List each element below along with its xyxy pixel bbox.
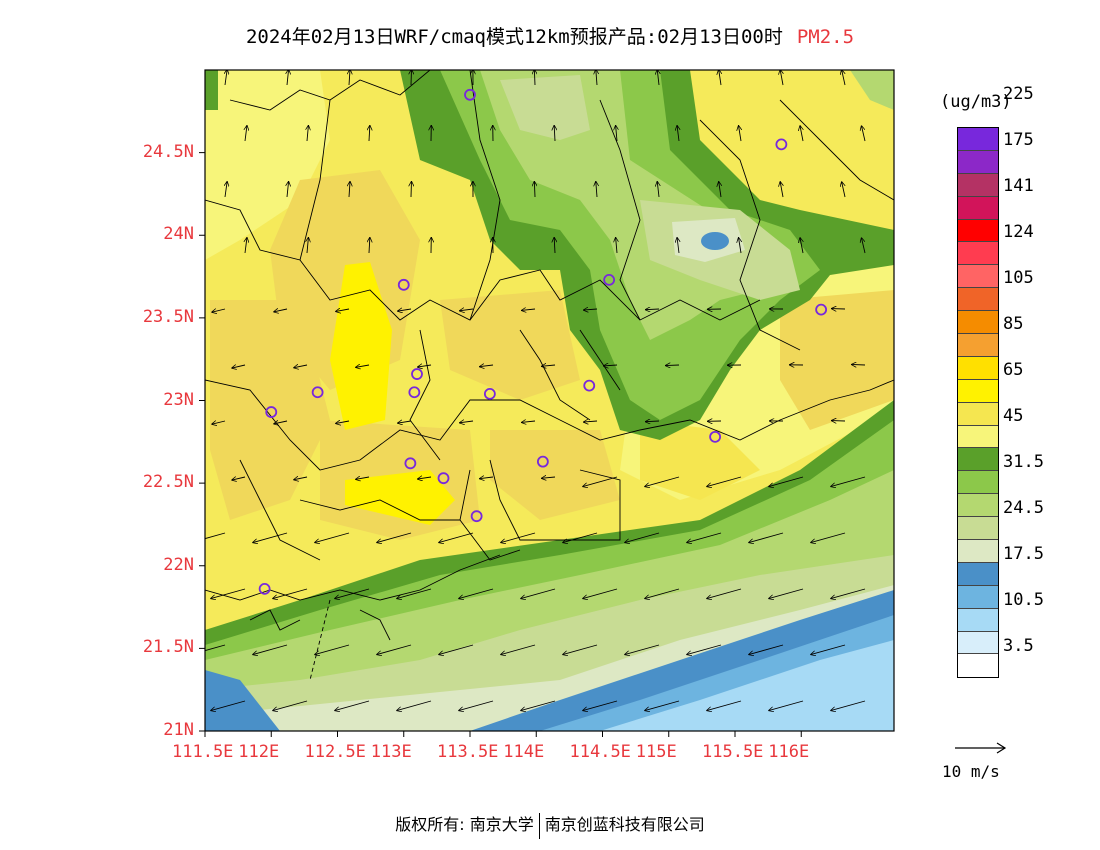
colorbar-swatch bbox=[958, 540, 998, 563]
colorbar-swatch bbox=[958, 448, 998, 471]
copyright-right: 南京创蓝科技有限公司 bbox=[545, 815, 705, 834]
legend-unit: (ug/m3) bbox=[940, 92, 1012, 112]
lat-label: 23N bbox=[104, 390, 194, 410]
wind-arrow bbox=[665, 365, 679, 366]
colorbar-swatch bbox=[958, 609, 998, 632]
colorbar-tick-label: 175 bbox=[1003, 130, 1034, 150]
copyright: 版权所有: 南京大学 南京创蓝科技有限公司 bbox=[0, 811, 1100, 839]
colorbar-tick-label: 31.5 bbox=[1003, 452, 1044, 472]
colorbar-swatch bbox=[958, 197, 998, 220]
colorbar-tick-label: 45 bbox=[1003, 406, 1023, 426]
colorbar-swatch bbox=[958, 242, 998, 265]
lon-label: 116E bbox=[768, 742, 809, 762]
colorbar-swatch bbox=[958, 563, 998, 586]
lon-label: 115E bbox=[636, 742, 677, 762]
colorbar-swatch bbox=[958, 654, 998, 677]
lat-label: 21N bbox=[104, 720, 194, 740]
colorbar-swatch bbox=[958, 632, 998, 655]
colorbar-tick-label: 225 bbox=[1003, 84, 1034, 104]
lon-label: 114E bbox=[503, 742, 544, 762]
wind-arrow bbox=[851, 364, 865, 365]
colorbar-swatch bbox=[958, 311, 998, 334]
colorbar-swatch bbox=[958, 471, 998, 494]
colorbar-swatch bbox=[958, 151, 998, 174]
lon-label: 113E bbox=[371, 742, 412, 762]
colorbar-swatch bbox=[958, 426, 998, 449]
colorbar-tick-label: 10.5 bbox=[1003, 590, 1044, 610]
lon-label: 112E bbox=[238, 742, 279, 762]
concentration-field bbox=[205, 70, 894, 731]
reference-wind-label: 10 m/s bbox=[942, 762, 1000, 781]
colorbar-swatch bbox=[958, 265, 998, 288]
colorbar-swatch bbox=[958, 334, 998, 357]
colorbar-tick-label: 85 bbox=[1003, 314, 1023, 334]
copyright-left: 版权所有: 南京大学 bbox=[395, 815, 533, 834]
lat-label: 22.5N bbox=[104, 472, 194, 492]
colorbar-swatch bbox=[958, 128, 998, 151]
lat-label: 24N bbox=[104, 224, 194, 244]
copyright-divider bbox=[539, 813, 540, 839]
lon-label: 114.5E bbox=[570, 742, 631, 762]
colorbar-swatch bbox=[958, 586, 998, 609]
colorbar bbox=[957, 127, 999, 678]
colorbar-swatch bbox=[958, 380, 998, 403]
lon-label: 111.5E bbox=[172, 742, 233, 762]
lon-label: 112.5E bbox=[305, 742, 366, 762]
colorbar-tick-label: 17.5 bbox=[1003, 544, 1044, 564]
colorbar-swatch bbox=[958, 517, 998, 540]
reference-wind-arrow bbox=[955, 740, 1015, 756]
colorbar-swatch bbox=[958, 403, 998, 426]
colorbar-tick-label: 3.5 bbox=[1003, 636, 1034, 656]
colorbar-tick-label: 65 bbox=[1003, 360, 1023, 380]
lon-label: 113.5E bbox=[437, 742, 498, 762]
colorbar-tick-label: 105 bbox=[1003, 268, 1034, 288]
lat-label: 23.5N bbox=[104, 307, 194, 327]
colorbar-swatch bbox=[958, 357, 998, 380]
colorbar-swatch bbox=[958, 174, 998, 197]
colorbar-swatch bbox=[958, 494, 998, 517]
colorbar-tick-label: 141 bbox=[1003, 176, 1034, 196]
colorbar-tick-label: 24.5 bbox=[1003, 498, 1044, 518]
lat-label: 22N bbox=[104, 555, 194, 575]
lat-label: 21.5N bbox=[104, 637, 194, 657]
colorbar-tick-label: 124 bbox=[1003, 222, 1034, 242]
colorbar-swatch bbox=[958, 220, 998, 243]
colorbar-swatch bbox=[958, 288, 998, 311]
lon-label: 115.5E bbox=[702, 742, 763, 762]
lat-label: 24.5N bbox=[104, 142, 194, 162]
